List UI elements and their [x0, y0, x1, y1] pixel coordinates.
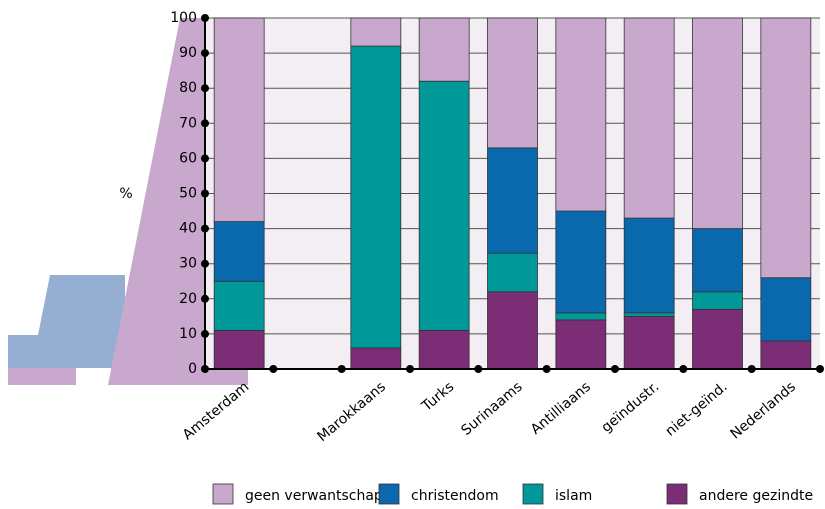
legend-swatch [212, 483, 234, 505]
axis-dot [542, 365, 551, 373]
legend-swatch [378, 483, 400, 505]
bar-segment [692, 291, 743, 310]
bar-segment [555, 210, 607, 314]
legend-label: geen verwantschap [245, 488, 383, 504]
y-tick-label: 20 [179, 291, 197, 307]
axis-dot [337, 365, 346, 373]
bar-segment [418, 17, 470, 82]
legend-label: islam [555, 488, 592, 504]
bar-segment [350, 347, 402, 370]
legend-swatch [522, 483, 544, 505]
bar-segment [760, 340, 812, 370]
bar-segment [623, 217, 675, 314]
x-tick-label: Amsterdam [180, 379, 253, 443]
bar-segment [760, 17, 812, 279]
y-tick-label: 80 [179, 80, 197, 96]
bar-segment [692, 17, 743, 230]
bar-segment [555, 319, 607, 370]
y-tick-label: 90 [179, 45, 197, 61]
y-tick-label: 50 [179, 186, 197, 202]
axis-dot [201, 365, 209, 373]
bar-segment [487, 17, 538, 149]
y-tick-label: 70 [179, 115, 197, 131]
bar-segment [213, 329, 265, 370]
legend-label: andere gezindte [699, 488, 813, 504]
axis-dot [201, 119, 209, 128]
axis-dot [816, 365, 824, 373]
bar-segment [213, 280, 265, 331]
axis-dot [201, 49, 209, 58]
axis-dot [201, 329, 209, 338]
y-tick-label: 100 [170, 10, 197, 26]
axis-dot [201, 154, 209, 163]
y-axis-label: % [119, 186, 132, 202]
y-tick-label: 40 [179, 221, 197, 237]
axis-dot [747, 365, 756, 373]
axis-dot [201, 14, 209, 22]
bar-segment [418, 329, 470, 370]
axis-dot [474, 365, 483, 373]
bar-segment [760, 277, 812, 342]
bar-segment [623, 315, 675, 370]
y-tick-label: 10 [179, 326, 197, 342]
bar-segment [555, 17, 607, 212]
x-tick-label: Nederlands [728, 379, 799, 443]
axis-dot [406, 365, 414, 373]
y-tick-label: 60 [179, 150, 197, 166]
x-tick-label: Antilliaans [528, 379, 594, 438]
bar-segment [623, 17, 675, 219]
bar-segment [487, 291, 538, 370]
bar-segment [487, 147, 538, 254]
axis-dot [201, 259, 209, 268]
bar-segment [213, 17, 265, 222]
axis-dot [201, 224, 209, 233]
x-tick-label: niet-geïnd. [662, 379, 730, 440]
bar-segment [350, 45, 402, 349]
x-tick-label: Marokkaans [314, 379, 389, 445]
axis-dot [201, 84, 209, 93]
axis-dot [679, 365, 688, 373]
y-tick-label: 0 [188, 361, 197, 377]
bar-segment [350, 17, 402, 47]
y-tick-label: 30 [179, 256, 197, 272]
x-tick-label: Surinaams [458, 379, 525, 439]
bar-segment [418, 80, 470, 331]
axis-dot [201, 294, 209, 303]
legend-swatch [666, 483, 688, 505]
bar-segment [623, 312, 675, 317]
axis-dot [611, 365, 619, 373]
x-tick-label: geïndustr. [599, 379, 663, 436]
decor-shape [8, 275, 125, 368]
axis-dot [201, 189, 209, 198]
legend-label: christendom [411, 488, 499, 504]
bar-segment [555, 312, 607, 321]
bar-segment [213, 221, 265, 282]
bar-segment [692, 308, 743, 370]
decor-shape [8, 368, 76, 385]
bar-segment [692, 228, 743, 293]
x-tick-label: Turks [418, 379, 457, 415]
decor-shape [108, 18, 248, 385]
bar-segment [487, 252, 538, 293]
axis-dot [269, 365, 278, 373]
